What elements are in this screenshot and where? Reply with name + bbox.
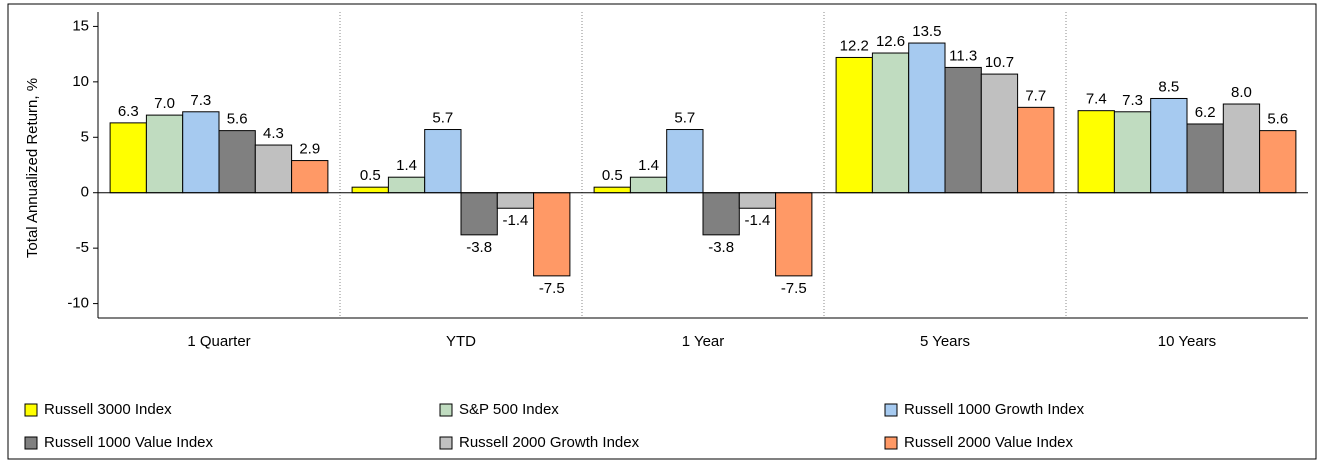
y-axis-title: Total Annualized Return, %: [24, 78, 41, 258]
bar: [1186, 123, 1224, 194]
bar: [218, 130, 256, 194]
value-label: 7.3: [1122, 92, 1143, 109]
legend-swatch: [24, 403, 38, 417]
legend-swatch: [439, 436, 453, 450]
value-label: 7.7: [1025, 87, 1046, 104]
bar: [908, 42, 946, 194]
value-label: 6.2: [1195, 104, 1216, 121]
bar: [533, 192, 571, 277]
bar: [980, 73, 1019, 194]
bar: [593, 186, 631, 194]
value-label: 12.2: [840, 37, 869, 54]
legend-label: Russell 1000 Value Index: [44, 434, 213, 451]
value-label: 5.6: [227, 111, 248, 128]
bar: [1017, 106, 1055, 194]
bar: [496, 192, 535, 209]
value-label: 7.4: [1086, 91, 1107, 108]
value-label: 0.5: [360, 167, 381, 184]
legend-label: Russell 2000 Growth Index: [459, 434, 640, 451]
value-label: 7.3: [190, 92, 211, 109]
value-label: 1.4: [396, 157, 417, 174]
bar: [351, 186, 389, 194]
x-tick-label: YTD: [446, 333, 476, 350]
legend-label: Russell 3000 Index: [44, 401, 172, 418]
y-tick-label: 0: [81, 184, 89, 201]
bar: [460, 192, 498, 236]
bar: [835, 56, 873, 194]
value-label: 1.4: [638, 157, 659, 174]
bar: [666, 129, 704, 194]
legend-label: S&P 500 Index: [459, 401, 559, 418]
bar: [424, 129, 462, 194]
value-label: 5.7: [674, 109, 695, 126]
bar: [254, 144, 293, 194]
y-tick-label: 15: [72, 17, 89, 34]
bar: [1077, 110, 1115, 194]
bar: [1222, 103, 1261, 194]
value-label: -1.4: [745, 212, 771, 229]
value-label: 7.0: [154, 95, 175, 112]
x-tick-label: 1 Quarter: [187, 333, 250, 350]
legend-swatch: [884, 403, 898, 417]
bar: [775, 192, 813, 277]
value-label: 12.6: [876, 33, 905, 50]
value-label: 10.7: [985, 54, 1014, 71]
bar: [291, 160, 329, 194]
y-tick-label: 5: [81, 128, 89, 145]
y-tick-label: 10: [72, 73, 89, 90]
value-label: 5.6: [1267, 111, 1288, 128]
bar: [145, 114, 184, 194]
legend-label: Russell 1000 Growth Index: [904, 401, 1085, 418]
bar: [182, 111, 220, 194]
value-label: 13.5: [912, 23, 941, 40]
y-tick-label: -10: [67, 295, 89, 312]
bar: [944, 66, 982, 194]
x-tick-label: 1 Year: [682, 333, 725, 350]
value-label: 8.5: [1158, 78, 1179, 95]
legend-swatch: [884, 436, 898, 450]
chart-frame: [7, 3, 1317, 460]
x-tick-label: 10 Years: [1158, 333, 1216, 350]
bar: [702, 192, 740, 236]
bar: [1150, 97, 1188, 194]
bar: [387, 176, 426, 194]
bar: [629, 176, 668, 194]
x-tick-label: 5 Years: [920, 333, 970, 350]
bar: [871, 52, 910, 194]
value-label: -7.5: [539, 280, 565, 297]
legend-label: Russell 2000 Value Index: [904, 434, 1073, 451]
value-label: 5.7: [432, 109, 453, 126]
value-label: 8.0: [1231, 84, 1252, 101]
bar: [1259, 130, 1297, 194]
value-label: -1.4: [503, 212, 529, 229]
y-tick-label: -5: [76, 239, 89, 256]
value-label: 11.3: [949, 47, 977, 64]
legend-swatch: [24, 436, 38, 450]
bar: [738, 192, 777, 209]
legend-swatch: [439, 403, 453, 417]
value-label: -7.5: [781, 280, 807, 297]
value-label: 4.3: [263, 125, 284, 142]
value-label: -3.8: [466, 239, 492, 256]
value-label: 0.5: [602, 167, 623, 184]
value-label: 6.3: [118, 103, 139, 120]
value-label: 2.9: [299, 141, 320, 158]
bar: [109, 122, 147, 194]
bar: [1113, 111, 1152, 194]
value-label: -3.8: [708, 239, 734, 256]
